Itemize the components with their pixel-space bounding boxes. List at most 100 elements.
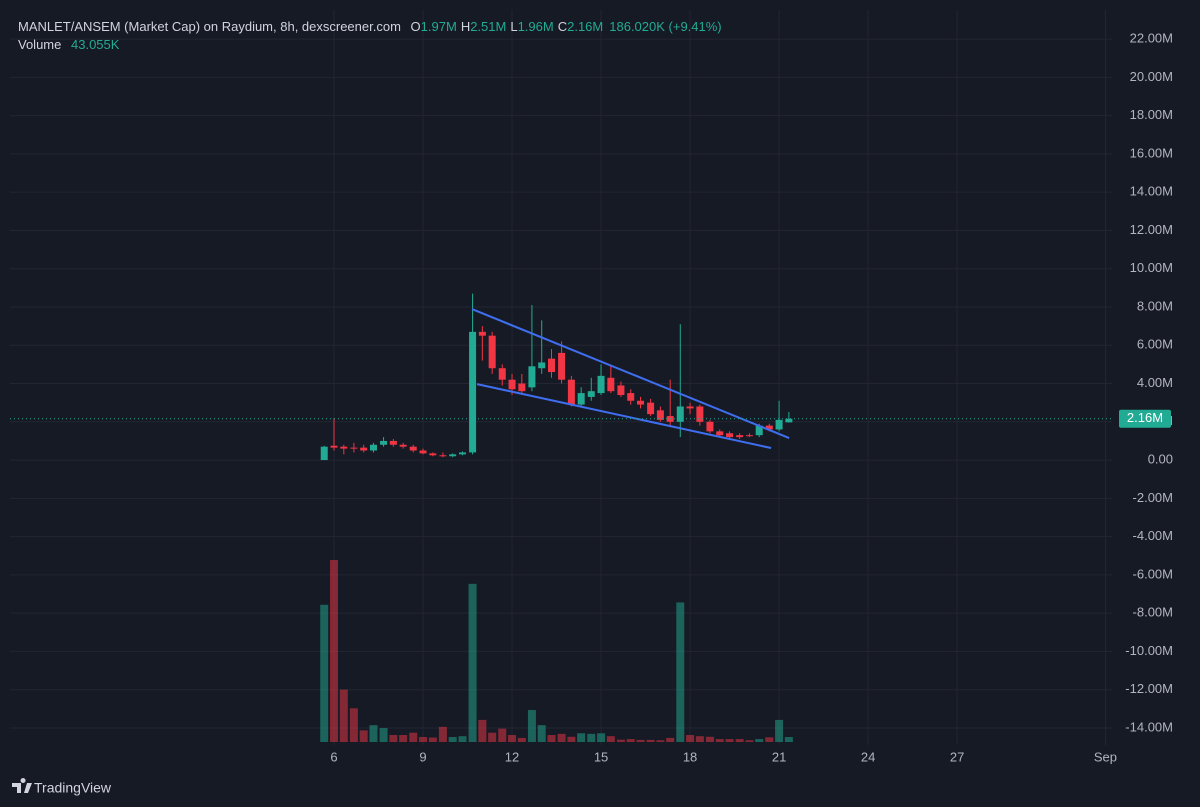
volume-bar — [755, 739, 764, 742]
last-price-box — [1119, 409, 1171, 428]
volume-bar — [498, 728, 507, 742]
candle-body — [488, 335, 496, 369]
candle-body — [765, 425, 773, 430]
y-tick-label: -2.00M — [1133, 490, 1173, 505]
y-tick-label: 6.00M — [1137, 337, 1173, 352]
volume-bar — [389, 735, 398, 742]
candle-body — [726, 433, 734, 438]
y-tick-label: -12.00M — [1125, 681, 1173, 696]
volume-bar — [320, 604, 329, 742]
candle-body — [538, 362, 546, 369]
y-tick-label: 12.00M — [1130, 222, 1173, 237]
candle-body — [745, 435, 753, 437]
x-tick-label: 21 — [772, 749, 786, 764]
volume-bar — [527, 710, 536, 742]
volume-bar — [488, 732, 497, 742]
volume-bar — [745, 740, 754, 742]
volume-bar — [567, 736, 576, 742]
legend-header: MANLET/ANSEM (Market Cap) on Raydium, 8h… — [18, 19, 722, 34]
candle-body — [755, 425, 763, 436]
readout-key: H — [461, 19, 470, 34]
y-tick-label: 14.00M — [1130, 184, 1173, 199]
y-tick-label: -10.00M — [1125, 643, 1173, 658]
candle-body — [508, 379, 516, 390]
readout-value: 2.51M — [470, 19, 506, 34]
y-tick-label: -6.00M — [1133, 566, 1173, 581]
candle-body — [330, 445, 338, 448]
x-tick-label: Sep — [1094, 749, 1117, 764]
change: 186.020K (+9.41%) — [609, 19, 721, 34]
y-tick-label: 10.00M — [1130, 260, 1173, 275]
plot — [10, 293, 1112, 461]
readout-key: O — [411, 19, 421, 34]
candle-body — [439, 455, 447, 457]
y-tick-label: -14.00M — [1125, 719, 1173, 734]
candle-body — [350, 447, 358, 449]
candle-body — [716, 431, 724, 436]
x-tick-label: 12 — [505, 749, 519, 764]
volume-bar — [508, 735, 517, 742]
volume-bar — [587, 733, 596, 742]
volume-bar — [468, 583, 477, 742]
candle-body — [647, 402, 655, 415]
x-tick-label: 24 — [861, 749, 875, 764]
candle-body — [498, 368, 506, 380]
volume-bar — [547, 735, 556, 742]
volume-bar — [784, 736, 793, 742]
volume-bar — [448, 736, 457, 742]
volume-bar — [735, 739, 744, 742]
chart-title: MANLET/ANSEM (Market Cap) on Raydium, 8h… — [18, 19, 401, 34]
volume-bar — [626, 739, 635, 742]
candle-body — [785, 418, 793, 423]
candle-body — [706, 421, 714, 432]
volume-bar — [725, 739, 734, 742]
volume-bar — [686, 735, 695, 742]
watermark: TradingView — [34, 780, 112, 796]
candle-body — [577, 393, 585, 405]
volume-bar — [330, 560, 339, 742]
logo — [12, 778, 32, 793]
volume-bar — [349, 708, 358, 742]
volume-bar — [666, 737, 675, 742]
volume-bar — [339, 689, 348, 742]
x-tick-label: 27 — [950, 749, 964, 764]
volume-bar — [557, 733, 566, 742]
volume-bar — [676, 602, 685, 742]
y-tick-label: -4.00M — [1133, 528, 1173, 543]
readout-key: C — [558, 19, 567, 34]
x-tick-label: 15 — [594, 749, 608, 764]
candle-body — [567, 379, 575, 405]
volume-bar — [705, 736, 714, 742]
candle-body — [528, 366, 536, 388]
candle-body — [360, 447, 368, 451]
candle-body — [676, 406, 684, 422]
volume-bar — [537, 725, 546, 742]
candle-body — [637, 400, 645, 405]
volume-bar — [517, 737, 526, 742]
volume-bar — [636, 739, 645, 742]
volume-bar — [597, 733, 606, 742]
candle-body — [518, 383, 526, 392]
grid — [10, 10, 1112, 745]
volume-bar — [419, 736, 428, 742]
x-tick-label: 9 — [419, 749, 426, 764]
candle-body — [429, 453, 437, 456]
candle-body — [469, 331, 477, 453]
volume-bar — [616, 739, 625, 742]
volume-bar — [695, 736, 704, 742]
volume-pane — [320, 560, 793, 742]
candle-body — [617, 385, 625, 396]
volume-legend: Volume 43.055K — [18, 37, 120, 52]
volume-bar — [409, 732, 418, 742]
y-tick-label: 22.00M — [1130, 31, 1173, 46]
candle-body — [548, 358, 556, 373]
candle-body — [399, 444, 407, 447]
y-tick-label: 8.00M — [1137, 298, 1173, 313]
volume-value: 43.055K — [71, 37, 120, 52]
volume-bar — [765, 737, 774, 742]
x-tick-label: 18 — [683, 749, 697, 764]
candle-body — [409, 446, 417, 451]
volume-bar — [438, 726, 447, 742]
